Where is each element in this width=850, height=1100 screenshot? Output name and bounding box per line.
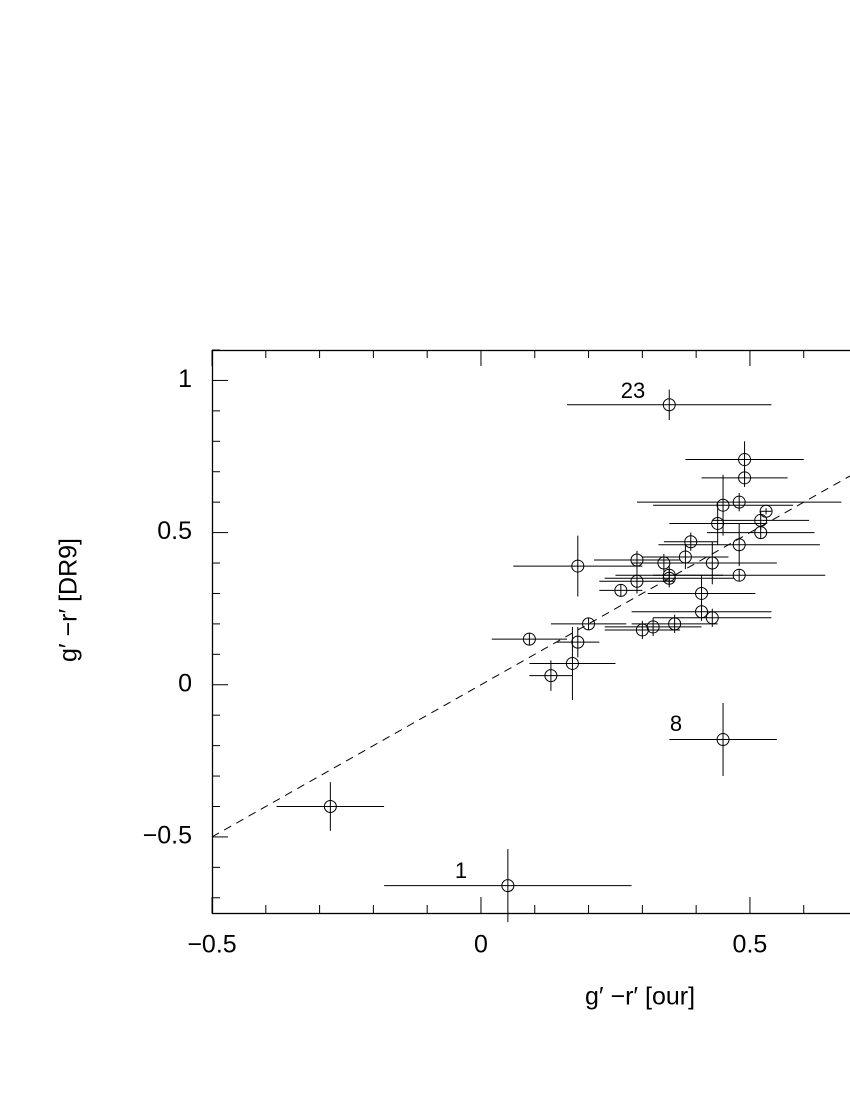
point [323, 799, 337, 813]
point [754, 526, 768, 540]
y-tick-label: 1 [178, 365, 192, 393]
point [732, 538, 746, 552]
point [716, 733, 730, 747]
point [646, 620, 660, 634]
x-tick-label: 0 [474, 931, 488, 959]
plot-frame [211, 349, 850, 915]
point [705, 556, 719, 570]
point [571, 635, 585, 649]
annotation: 23 [621, 378, 645, 403]
point [662, 571, 676, 585]
x-tick-label: 0.5 [733, 931, 768, 959]
one-to-one-line [211, 475, 850, 838]
point [614, 583, 628, 597]
y-tick-label: 0 [178, 669, 192, 697]
x-tick-label: −0.5 [187, 931, 236, 959]
point [668, 617, 682, 631]
y-tick-label: 0.5 [157, 517, 192, 545]
point [501, 879, 515, 893]
point [662, 398, 676, 412]
y-axis-label: g′ −r′ [DR9] [55, 538, 83, 662]
x-axis-label: g′ −r′ [our] [585, 983, 695, 1011]
point [565, 656, 579, 670]
point [716, 498, 730, 512]
point [544, 669, 558, 683]
point [695, 586, 709, 600]
point [738, 471, 752, 485]
point [582, 617, 596, 631]
annotation: 1 [455, 858, 467, 883]
point [630, 574, 644, 588]
point [732, 568, 746, 582]
point [711, 516, 725, 530]
point [684, 535, 698, 549]
annotation: 8 [670, 711, 682, 736]
y-tick-label: −0.5 [143, 822, 192, 850]
point [571, 559, 585, 573]
point [738, 453, 752, 467]
point [522, 632, 536, 646]
point [732, 495, 746, 509]
